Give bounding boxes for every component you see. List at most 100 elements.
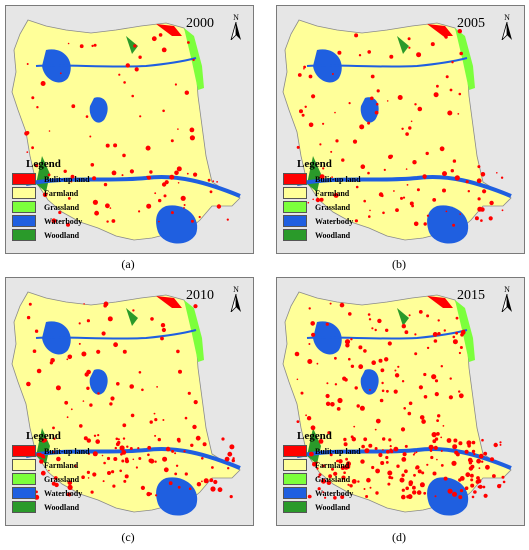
builtup-cluster bbox=[482, 485, 486, 489]
land-use-map bbox=[282, 19, 512, 244]
builtup-cluster bbox=[405, 486, 409, 491]
builtup-cluster bbox=[350, 338, 353, 341]
builtup-cluster bbox=[160, 323, 166, 328]
builtup-cluster bbox=[90, 490, 94, 494]
legend-swatch bbox=[283, 487, 307, 499]
builtup-cluster bbox=[344, 339, 351, 345]
builtup-cluster bbox=[35, 164, 39, 168]
builtup-cluster bbox=[81, 351, 87, 357]
builtup-cluster bbox=[359, 405, 365, 411]
builtup-cluster bbox=[153, 412, 156, 415]
builtup-cluster bbox=[363, 488, 366, 490]
builtup-cluster bbox=[193, 304, 198, 309]
builtup-cluster bbox=[447, 488, 453, 494]
builtup-cluster bbox=[481, 460, 484, 463]
builtup-cluster bbox=[211, 466, 214, 469]
builtup-cluster bbox=[183, 450, 186, 453]
builtup-cluster bbox=[111, 170, 117, 176]
builtup-cluster bbox=[358, 54, 362, 57]
builtup-cluster bbox=[96, 349, 101, 354]
lake-taihu bbox=[427, 477, 469, 516]
woodland-patch bbox=[397, 308, 409, 326]
legend-label: Woodland bbox=[315, 230, 351, 240]
builtup-cluster bbox=[406, 184, 409, 186]
builtup-cluster bbox=[414, 333, 417, 336]
builtup-cluster bbox=[79, 44, 84, 49]
builtup-cluster bbox=[397, 365, 400, 368]
builtup-cluster bbox=[162, 109, 165, 113]
legend-item: Woodland bbox=[283, 500, 395, 514]
legend-item: Waterbody bbox=[283, 214, 395, 228]
builtup-cluster bbox=[226, 218, 229, 221]
builtup-cluster bbox=[315, 461, 318, 464]
builtup-cluster bbox=[113, 457, 118, 461]
builtup-cluster bbox=[382, 449, 384, 451]
land-use-map bbox=[11, 291, 241, 516]
legend-swatch bbox=[283, 473, 307, 485]
builtup-cluster bbox=[368, 318, 372, 321]
builtup-cluster bbox=[407, 411, 412, 416]
builtup-cluster bbox=[308, 307, 311, 310]
builtup-cluster bbox=[478, 467, 481, 470]
builtup-cluster bbox=[382, 211, 385, 215]
builtup-cluster bbox=[367, 121, 371, 125]
builtup-cluster bbox=[32, 349, 37, 353]
builtup-cluster bbox=[149, 170, 153, 174]
builtup-cluster bbox=[299, 109, 303, 114]
builtup-cluster bbox=[42, 456, 46, 459]
builtup-cluster bbox=[414, 352, 418, 356]
builtup-cluster bbox=[330, 402, 335, 407]
lake-taihu bbox=[156, 477, 198, 516]
builtup-cluster bbox=[105, 143, 110, 148]
builtup-cluster bbox=[379, 398, 384, 403]
builtup-cluster bbox=[347, 483, 350, 486]
builtup-cluster bbox=[470, 478, 474, 482]
builtup-cluster bbox=[348, 102, 351, 105]
builtup-cluster bbox=[443, 34, 447, 38]
panel-caption-a: (a) bbox=[121, 257, 135, 271]
builtup-cluster bbox=[97, 434, 100, 437]
builtup-cluster bbox=[400, 196, 403, 200]
builtup-cluster bbox=[334, 356, 337, 360]
builtup-cluster bbox=[404, 444, 408, 448]
builtup-cluster bbox=[485, 464, 490, 470]
builtup-cluster bbox=[329, 453, 333, 457]
builtup-cluster bbox=[336, 460, 339, 463]
legend-item: Farmland bbox=[283, 186, 395, 200]
builtup-cluster bbox=[452, 159, 457, 163]
builtup-cluster bbox=[450, 169, 454, 173]
legend-item: Farmland bbox=[283, 458, 395, 472]
builtup-cluster bbox=[481, 438, 484, 442]
land-use-map bbox=[11, 19, 241, 244]
builtup-cluster bbox=[193, 400, 198, 405]
builtup-cluster bbox=[67, 354, 73, 360]
builtup-cluster bbox=[381, 389, 385, 393]
builtup-cluster bbox=[426, 463, 429, 466]
builtup-cluster bbox=[436, 432, 440, 436]
builtup-cluster bbox=[430, 455, 434, 460]
builtup-cluster bbox=[502, 480, 506, 484]
builtup-cluster bbox=[162, 456, 168, 462]
legend-swatch bbox=[283, 201, 307, 213]
builtup-cluster bbox=[217, 487, 223, 493]
builtup-cluster bbox=[371, 465, 375, 470]
builtup-cluster bbox=[417, 106, 423, 112]
builtup-cluster bbox=[74, 465, 77, 468]
builtup-cluster bbox=[477, 206, 483, 212]
builtup-cluster bbox=[96, 441, 99, 444]
builtup-cluster bbox=[443, 329, 446, 332]
builtup-cluster bbox=[367, 313, 371, 316]
builtup-cluster bbox=[58, 210, 62, 215]
builtup-cluster bbox=[209, 478, 214, 483]
builtup-cluster bbox=[471, 440, 476, 445]
builtup-cluster bbox=[337, 397, 343, 404]
builtup-cluster bbox=[432, 471, 437, 476]
builtup-cluster bbox=[333, 471, 338, 476]
builtup-cluster bbox=[458, 441, 463, 446]
builtup-cluster bbox=[138, 371, 142, 374]
builtup-cluster bbox=[137, 447, 140, 450]
builtup-cluster bbox=[386, 389, 389, 393]
builtup-cluster bbox=[371, 327, 374, 330]
builtup-cluster bbox=[319, 174, 325, 180]
legend-swatch bbox=[12, 173, 36, 185]
